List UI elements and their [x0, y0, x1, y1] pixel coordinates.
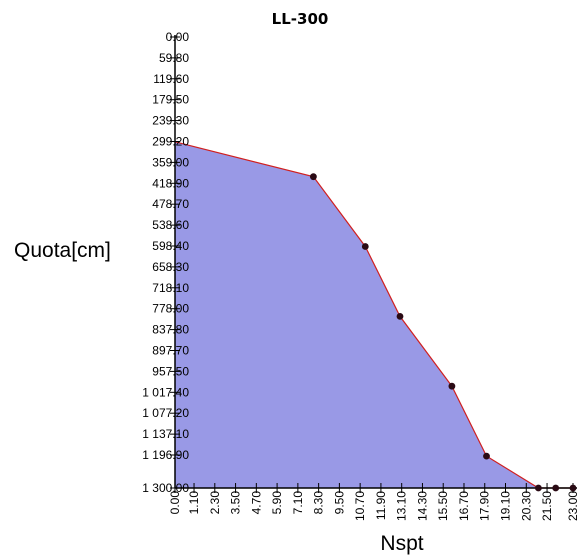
y-tick-label: 359.00: [152, 155, 189, 169]
y-axis-label: Quota[cm]: [14, 239, 111, 262]
y-tick-label: 897.70: [152, 344, 189, 358]
y-tick-label: 718.10: [152, 281, 189, 295]
y-tick-label: 239.30: [152, 114, 189, 128]
x-tick-label: 11.90: [374, 491, 388, 520]
x-axis-label: Nspt: [380, 532, 423, 555]
data-point: [448, 382, 456, 390]
y-tick-label: 179.50: [152, 93, 189, 107]
y-tick-label: 418.90: [152, 176, 189, 190]
y-tick-label: 119.60: [153, 72, 189, 86]
x-tick-label: 16.70: [457, 491, 471, 521]
y-tick-label: 1 196.90: [142, 448, 189, 462]
data-point: [396, 313, 404, 320]
y-tick-label: 59.80: [159, 51, 189, 65]
y-tick-label: 0.00: [166, 30, 190, 44]
x-tick-label: 8.30: [312, 491, 326, 515]
x-tick-label: 13.10: [395, 491, 409, 521]
y-tick-label: 1 077.20: [142, 406, 189, 420]
x-tick-label: 19.10: [499, 491, 513, 521]
y-tick-label: 299.20: [152, 134, 189, 148]
area-fill: [175, 37, 573, 488]
x-tick-label: 23.00: [566, 491, 580, 521]
y-tick-label: 837.80: [152, 323, 189, 337]
chart-title: LL-300: [272, 10, 329, 28]
x-tick-label: 4.70: [249, 491, 263, 515]
y-tick-label: 538.60: [152, 218, 189, 232]
y-tick-label: 658.30: [152, 260, 189, 274]
data-point: [483, 452, 490, 460]
data-point: [552, 484, 560, 492]
x-tick-label: 10.70: [353, 491, 367, 521]
y-tick-label: 778.00: [152, 302, 189, 316]
x-tick-label: 9.50: [332, 491, 346, 515]
x-tick-label: 3.50: [229, 491, 243, 515]
plot-area: 0.00 59.80 119.60 179.50 239.30 299.20 359.00 4…: [142, 30, 580, 521]
y-tick-label: 478.70: [152, 197, 189, 211]
x-tick-label: 14.30: [415, 491, 429, 521]
x-tick-label: 20.30: [519, 491, 533, 521]
x-tick-label: 1.10: [187, 491, 201, 515]
y-tick-label: 1 137.10: [142, 427, 189, 441]
x-tick-label: 17.90: [478, 491, 492, 521]
data-point: [535, 484, 542, 492]
data-point: [310, 173, 317, 181]
x-tick-label: 21.50: [540, 491, 554, 521]
x-tick-label: 2.30: [208, 491, 222, 515]
x-tick-label: 15.50: [436, 491, 450, 521]
y-tick-label: 1 017.40: [142, 385, 189, 399]
data-point: [569, 484, 577, 492]
data-point: [361, 243, 369, 250]
y-tick-label: 1 300.00: [142, 481, 189, 495]
x-tick-label: 7.10: [291, 491, 305, 515]
y-tick-label: 598.40: [152, 239, 189, 253]
x-tick-label: 0.00: [168, 491, 182, 515]
x-tick-label: 5.90: [270, 491, 284, 515]
y-tick-label: 957.50: [152, 364, 189, 378]
